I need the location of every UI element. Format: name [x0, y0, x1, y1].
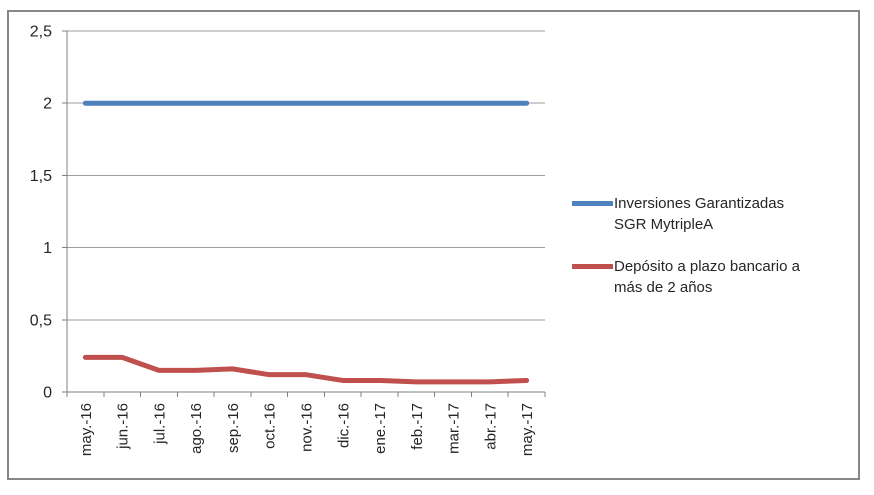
x-tick-label: dic.-16: [335, 403, 352, 448]
legend-line-swatch: [572, 201, 613, 206]
x-tick-label: abr.-17: [482, 403, 499, 450]
x-tick-label: oct.-16: [262, 403, 279, 449]
x-tick-label: mar.-17: [446, 403, 463, 454]
y-tick-label: 0,5: [30, 312, 52, 329]
x-tick-label: sep.-16: [225, 403, 242, 453]
y-tick-label: 2,5: [30, 24, 52, 41]
series-line: [82, 354, 530, 385]
x-tick-label: nov.-16: [299, 403, 316, 452]
chart-frame: [7, 10, 860, 480]
legend-label: Depósito a plazo bancario a más de 2 año…: [614, 258, 800, 296]
legend-entry: Depósito a plazo bancario a más de 2 año…: [572, 256, 819, 298]
y-tick-label: 1: [43, 240, 52, 257]
y-tick-label: 0: [43, 385, 52, 402]
legend-label: Inversiones Garantizadas SGR MytripleA: [614, 195, 785, 233]
x-tick-label: feb.-17: [409, 403, 426, 450]
legend-line-swatch: [572, 264, 613, 269]
x-tick-label: may.-17: [519, 403, 536, 456]
y-tick-label: 2: [43, 96, 52, 113]
y-tick-label: 1,5: [30, 168, 52, 185]
x-tick-label: may.-16: [78, 403, 95, 456]
legend-entry: Inversiones Garantizadas SGR MytripleA: [572, 193, 819, 235]
x-tick-label: jul.-16: [151, 403, 168, 445]
x-tick-label: jun.-16: [115, 403, 132, 450]
chart-legend: Inversiones Garantizadas SGR MytripleA De…: [572, 193, 819, 319]
x-tick-label: ene.-17: [372, 403, 389, 454]
x-tick-label: ago.-16: [188, 403, 205, 454]
